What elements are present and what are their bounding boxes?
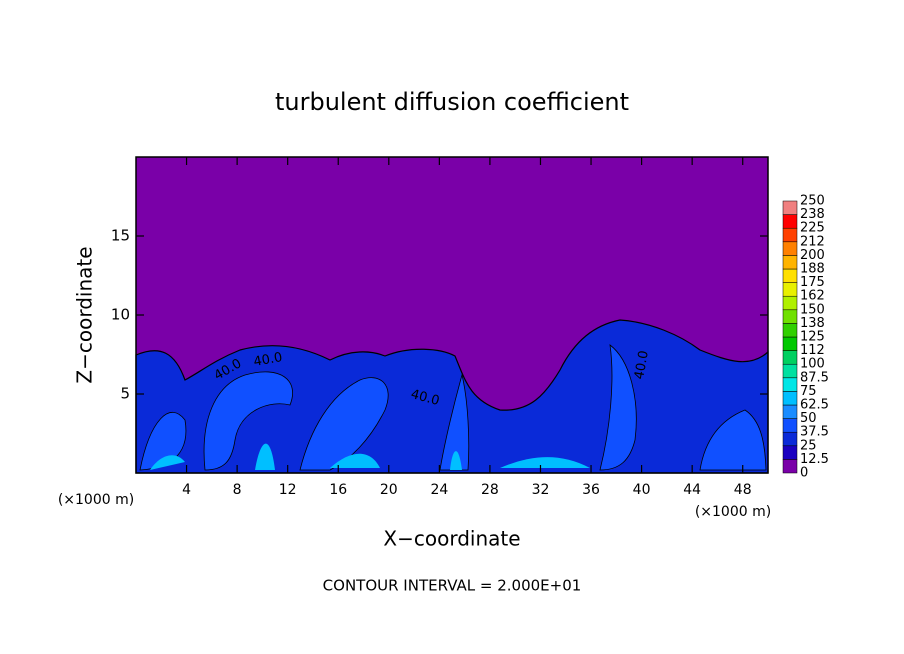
- x-tick-label: 32: [532, 482, 550, 498]
- x-tick-label: 16: [329, 482, 347, 498]
- colorbar-label: 50: [800, 411, 817, 426]
- contour-label: 40.0: [409, 387, 441, 409]
- colorbar-bin: [782, 377, 798, 392]
- footer: CONTOUR INTERVAL = 2.000E+01: [323, 577, 582, 595]
- colorbar-bin: [782, 214, 798, 229]
- field-patch: [500, 457, 590, 468]
- x-tick-label: 8: [233, 482, 242, 498]
- field-patch: [699, 409, 767, 471]
- colorbar-bin: [782, 363, 798, 379]
- colorbar-label: 200: [800, 248, 825, 263]
- colorbar-bin: [782, 459, 798, 474]
- y-tick-label: 5: [120, 385, 130, 403]
- chart-title: turbulent diffusion coefficient: [275, 88, 629, 116]
- colorbar-bin: [782, 323, 798, 338]
- colorbar-bin: [782, 350, 798, 365]
- colorbar-label: 100: [800, 357, 825, 372]
- colorbar-bin: [782, 241, 798, 256]
- colorbar-label: 12.5: [800, 452, 829, 467]
- x-tick-label: 40: [633, 482, 651, 498]
- field-patch: [330, 453, 380, 468]
- colorbar-bin: [782, 282, 798, 297]
- x-tick-label: 24: [430, 482, 448, 498]
- field-patch: [299, 377, 389, 471]
- colorbar-label: 238: [800, 207, 825, 222]
- x-unit: (×1000 m): [58, 492, 134, 508]
- field-patch: [599, 344, 637, 471]
- colorbar-label: 62.5: [800, 398, 829, 413]
- contour-label: 40.0: [252, 350, 283, 370]
- colorbar-bin: [782, 431, 798, 447]
- colorbar-bin: [782, 255, 798, 270]
- colorbar-bin: [782, 391, 798, 406]
- colorbar-label: 138: [800, 316, 825, 331]
- field-patch: [450, 451, 462, 470]
- colorbar-label: 188: [800, 262, 825, 277]
- y-tick-label: 15: [111, 227, 130, 245]
- colorbar-label: 225: [800, 221, 825, 236]
- x-tick-label: 20: [380, 482, 398, 498]
- colorbar-label: 0: [800, 466, 808, 481]
- y-axis-label: Z−coordinate: [73, 246, 97, 383]
- colorbar-bin: [782, 295, 798, 311]
- x-tick-label: 48: [734, 482, 752, 498]
- colorbar-bin: [782, 418, 798, 433]
- x-tick-label: 4: [182, 482, 191, 498]
- colorbar-label: 75: [800, 384, 817, 399]
- colorbar-label: 87.5: [800, 370, 829, 385]
- x-axis-label: X−coordinate: [383, 527, 520, 551]
- field-patch: [439, 373, 470, 471]
- colorbar-label: 25: [800, 438, 817, 453]
- colorbar-bin: [782, 200, 798, 215]
- colorbar-bin: [782, 404, 798, 419]
- colorbar-bin: [782, 336, 798, 351]
- colorbar-label: 212: [800, 234, 825, 249]
- colorbar-bin: [782, 268, 798, 283]
- x-tick-label: 44: [683, 482, 701, 498]
- colorbar-bin: [782, 227, 798, 243]
- colorbar-bin: [782, 309, 798, 324]
- field-patch: [255, 443, 275, 470]
- x-tick-label: 36: [582, 482, 600, 498]
- colorbar-label: 175: [800, 275, 825, 290]
- x-unit: (×1000 m): [695, 504, 771, 520]
- x-tick-label: 28: [481, 482, 499, 498]
- colorbar-label: 112: [800, 343, 825, 358]
- colorbar-bin: [782, 445, 798, 460]
- field-patch: [150, 455, 185, 470]
- colorbar-label: 162: [800, 289, 825, 304]
- colorbar-label: 150: [800, 302, 825, 317]
- contour-label: 40.0: [632, 349, 652, 380]
- colorbar-label: 37.5: [800, 425, 829, 440]
- field-patch: [203, 371, 293, 471]
- colorbar-label: 250: [800, 194, 825, 209]
- x-tick-label: 12: [279, 482, 297, 498]
- y-tick-label: 10: [111, 306, 130, 324]
- colorbar-label: 125: [800, 330, 825, 345]
